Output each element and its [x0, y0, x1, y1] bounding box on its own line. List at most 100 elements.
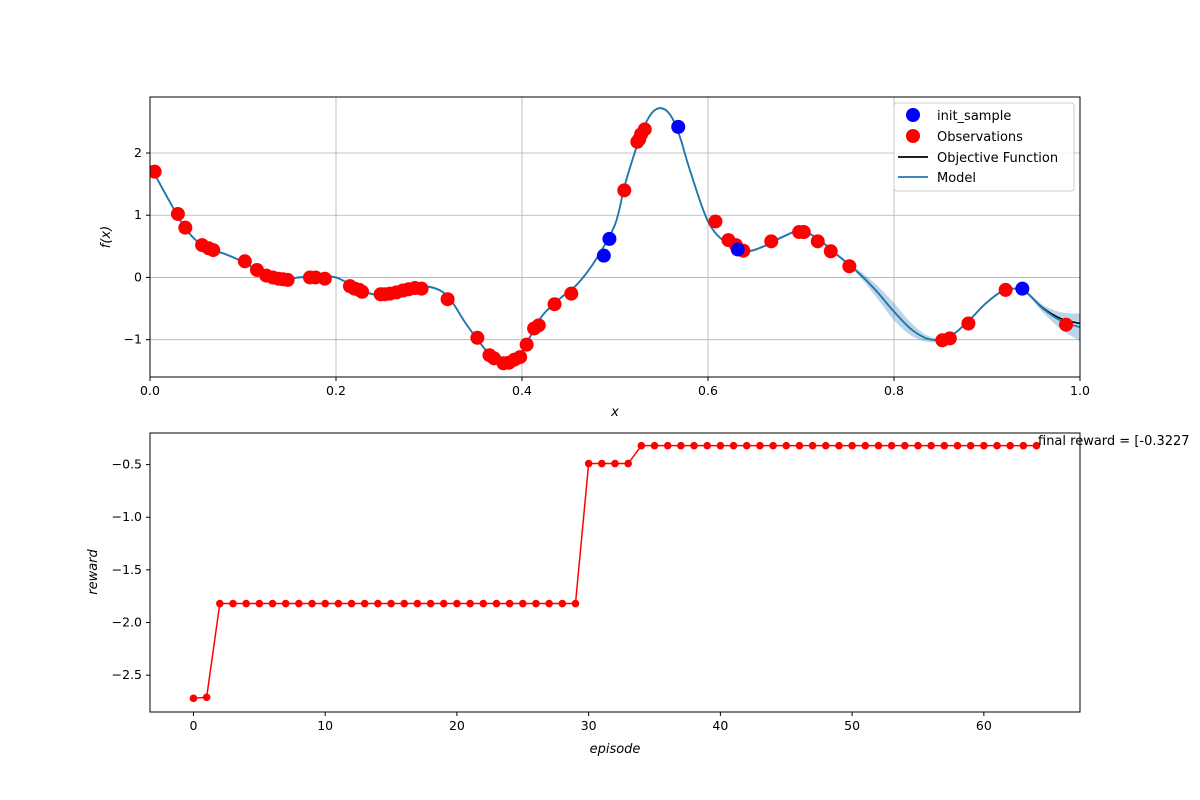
reward-point — [637, 441, 646, 450]
reward-point — [334, 599, 343, 608]
init-sample-series — [596, 119, 1030, 296]
observation-point — [513, 350, 528, 365]
reward-point — [993, 441, 1001, 450]
reward-point — [558, 599, 567, 608]
reward-point — [295, 599, 303, 608]
x-tick-label: 40 — [712, 718, 728, 733]
reward-point — [268, 599, 277, 608]
reward-point — [308, 599, 316, 608]
plot-objective: 0.0 0.2 0.4 0.6 0.8 1.0 −1 0 1 2 x f(x) init_sam… — [99, 96, 1090, 420]
reward-point — [400, 599, 409, 608]
observation-point — [440, 292, 455, 307]
x-axis-ticks: 0.0 0.2 0.4 0.6 0.8 1.0 — [140, 377, 1090, 398]
reward-point — [650, 441, 659, 450]
reward-point — [874, 441, 883, 450]
x-tick-label: 60 — [976, 718, 992, 733]
y-axis-label: f(x) — [99, 226, 114, 248]
reward-point — [426, 599, 435, 608]
y-tick-label: 0 — [134, 269, 142, 284]
reward-point — [505, 599, 514, 608]
reward-point — [1006, 441, 1014, 450]
y-axis-ticks: −1 0 1 2 — [124, 145, 150, 347]
reward-point — [242, 599, 250, 608]
reward-point — [690, 441, 698, 450]
y-tick-label: 1 — [134, 207, 142, 222]
x-axis-label: x — [610, 405, 619, 420]
reward-point — [795, 441, 804, 450]
reward-point — [479, 599, 488, 608]
legend-model-label: Model — [937, 171, 976, 186]
reward-point — [492, 599, 501, 608]
reward-point — [848, 441, 856, 450]
y-tick-label: −2.5 — [112, 667, 142, 682]
observation-point — [637, 122, 652, 137]
reward-point — [887, 441, 896, 450]
observation-point — [1059, 317, 1074, 332]
observation-point — [237, 254, 252, 269]
final-reward-annotation: final reward = [-0.3227 — [1038, 434, 1190, 449]
reward-point — [966, 441, 975, 450]
x-tick-label: 0.2 — [326, 383, 346, 398]
reward-point — [189, 694, 198, 703]
reward-points — [189, 441, 1041, 703]
reward-point — [545, 599, 553, 608]
plot-reward: 0 10 20 30 40 50 60 −2.5 −2.0 −1.5 −1.0 −0.5 episo… — [86, 432, 1190, 757]
observation-point — [810, 234, 825, 249]
x-tick-label: 0 — [189, 718, 197, 733]
observation-point — [617, 183, 632, 198]
init-sample-point — [602, 231, 617, 246]
reward-point — [980, 441, 988, 450]
reward-point — [953, 441, 962, 450]
init-sample-point — [671, 119, 686, 134]
plot-frame — [149, 96, 1081, 378]
reward-point — [374, 599, 382, 608]
init-sample-point — [730, 242, 745, 257]
observation-point — [998, 282, 1013, 297]
reward-point — [729, 441, 738, 450]
x-tick-label: 0.8 — [884, 383, 904, 398]
x-axis-label: episode — [590, 742, 641, 757]
observation-point — [317, 271, 332, 286]
reward-point — [532, 599, 540, 608]
reward-point — [281, 599, 290, 608]
reward-point — [360, 599, 369, 608]
x-tick-label: 0.0 — [140, 383, 160, 398]
reward-point — [677, 441, 685, 450]
reward-point — [321, 599, 329, 608]
reward-point — [387, 599, 395, 608]
reward-point — [835, 441, 843, 450]
reward-point — [598, 459, 606, 468]
reward-point — [466, 599, 474, 608]
observation-point — [796, 225, 811, 240]
y-tick-label: 2 — [134, 145, 142, 160]
reward-point — [703, 441, 712, 450]
observation-point — [564, 286, 579, 301]
reward-point — [571, 599, 580, 608]
x-axis-ticks: 0 10 20 30 40 50 60 — [189, 712, 992, 733]
observation-point — [206, 243, 221, 258]
reward-point — [518, 599, 527, 608]
reward-point — [229, 599, 237, 608]
observation-point — [823, 244, 838, 259]
reward-point — [202, 693, 211, 702]
observation-point — [470, 330, 485, 345]
observation-point — [178, 220, 193, 235]
reward-point — [927, 441, 935, 450]
reward-point — [940, 441, 949, 450]
x-tick-label: 50 — [844, 718, 860, 733]
y-axis-label: reward — [86, 548, 101, 594]
x-tick-label: 0.4 — [512, 383, 532, 398]
reward-point — [347, 599, 356, 608]
y-tick-label: −1.0 — [112, 509, 142, 524]
x-tick-label: 30 — [581, 718, 597, 733]
reward-point — [453, 599, 461, 608]
reward-point — [1019, 441, 1028, 450]
observation-point — [842, 259, 857, 274]
observation-point — [355, 284, 370, 299]
legend-objective-label: Objective Function — [937, 151, 1058, 166]
reward-point — [808, 441, 817, 450]
reward-point — [255, 599, 264, 608]
reward-point — [821, 441, 830, 450]
y-axis-ticks: −2.5 −2.0 −1.5 −1.0 −0.5 — [112, 457, 150, 682]
